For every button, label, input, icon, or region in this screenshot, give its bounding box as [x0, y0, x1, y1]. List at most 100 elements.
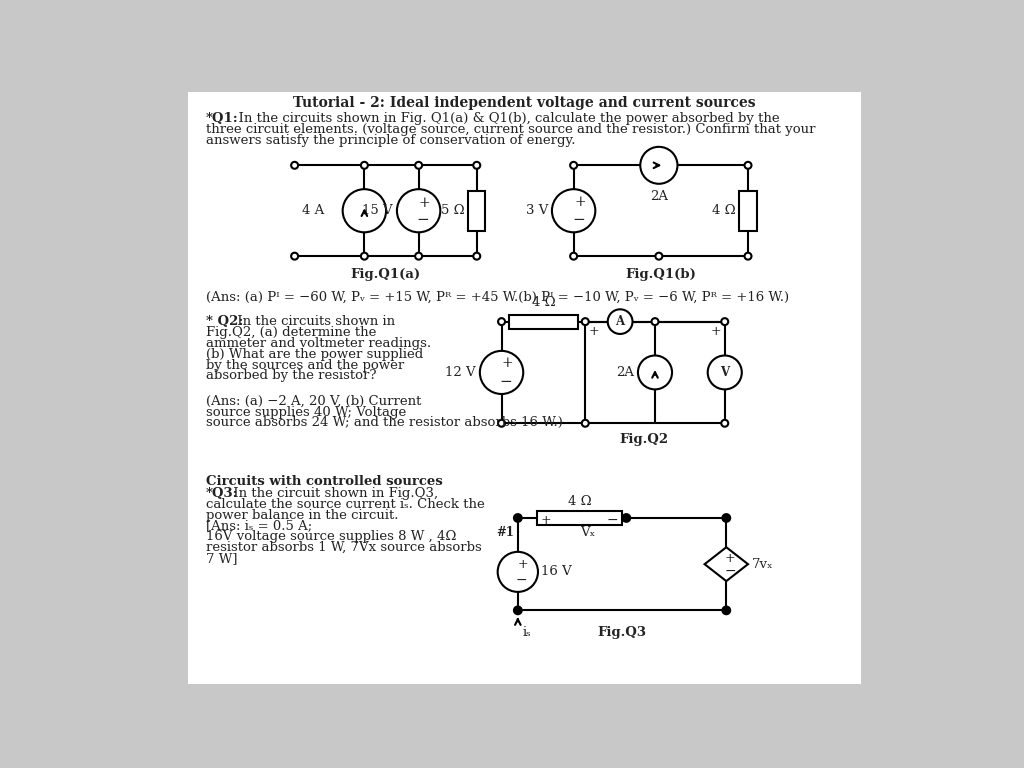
Circle shape: [708, 356, 741, 389]
Text: Fig.Q1(b): Fig.Q1(b): [626, 269, 696, 282]
Circle shape: [480, 351, 523, 394]
Text: +: +: [725, 551, 735, 564]
Text: Fig.Q2, (a) determine the: Fig.Q2, (a) determine the: [206, 326, 376, 339]
Text: +: +: [711, 325, 721, 338]
Bar: [188, 92, 861, 684]
Circle shape: [721, 318, 728, 325]
Circle shape: [570, 162, 578, 169]
Circle shape: [473, 162, 480, 169]
Text: [Ans: iₛ = 0.5 A;: [Ans: iₛ = 0.5 A;: [206, 519, 311, 532]
Text: Fig.Q1(a): Fig.Q1(a): [350, 269, 421, 282]
Circle shape: [498, 420, 505, 427]
Text: Fig.Q2: Fig.Q2: [620, 432, 669, 445]
Text: −: −: [571, 213, 585, 227]
Text: power balance in the circuit.: power balance in the circuit.: [206, 508, 398, 521]
Text: V: V: [720, 366, 729, 379]
Circle shape: [744, 253, 752, 260]
Text: source absorbs 24 W; and the resistor absorbs 16 W.): source absorbs 24 W; and the resistor ab…: [206, 416, 562, 429]
Text: −: −: [500, 375, 513, 389]
Text: three circuit elements. (voltage source, current source and the resistor.) Confi: three circuit elements. (voltage source,…: [206, 123, 815, 136]
Text: 2A: 2A: [616, 366, 634, 379]
Circle shape: [415, 162, 422, 169]
Text: −: −: [724, 564, 736, 578]
Circle shape: [514, 607, 521, 614]
Text: *Q3:: *Q3:: [206, 487, 239, 500]
Text: In the circuit shown in Fig.Q3,: In the circuit shown in Fig.Q3,: [228, 487, 438, 500]
Text: 16 V: 16 V: [541, 565, 571, 578]
Circle shape: [582, 318, 589, 325]
Circle shape: [343, 189, 386, 232]
Circle shape: [722, 514, 730, 521]
Text: +: +: [589, 325, 600, 338]
Circle shape: [623, 514, 630, 521]
Text: answers satisfy the principle of conservation of energy.: answers satisfy the principle of conserv…: [206, 134, 575, 147]
Text: +: +: [517, 558, 527, 571]
Text: 3 V: 3 V: [525, 204, 548, 217]
Text: −: −: [416, 213, 429, 227]
Circle shape: [721, 420, 728, 427]
Text: ammeter and voltmeter readings.: ammeter and voltmeter readings.: [206, 337, 431, 350]
Text: Fig.Q3: Fig.Q3: [598, 626, 646, 639]
Circle shape: [582, 420, 589, 427]
Text: 4 Ω: 4 Ω: [712, 204, 735, 217]
Text: +: +: [418, 196, 430, 210]
Text: In the circuits shown in Fig. Q1(a) & Q1(b), calculate the power absorbed by the: In the circuits shown in Fig. Q1(a) & Q1…: [230, 112, 780, 125]
Bar: [509, 315, 578, 329]
Text: #1: #1: [496, 525, 514, 538]
Text: calculate the source current iₛ. Check the: calculate the source current iₛ. Check t…: [206, 498, 484, 511]
Text: +: +: [541, 514, 552, 527]
Text: Vₓ: Vₓ: [580, 526, 595, 539]
Text: resistor absorbs 1 W, 7Vx source absorbs: resistor absorbs 1 W, 7Vx source absorbs: [206, 541, 481, 554]
Circle shape: [291, 162, 298, 169]
Text: *Q1:: *Q1:: [206, 112, 239, 125]
Text: * Q2:: * Q2:: [206, 316, 243, 329]
Text: +: +: [502, 356, 514, 370]
Circle shape: [291, 253, 298, 260]
Bar: [538, 511, 623, 525]
Circle shape: [498, 318, 505, 325]
Text: +: +: [574, 194, 586, 208]
Circle shape: [638, 356, 672, 389]
Text: 15 V: 15 V: [362, 204, 393, 217]
Bar: [739, 190, 757, 230]
Text: −: −: [607, 513, 618, 528]
Text: 16V voltage source supplies 8 W , 4Ω: 16V voltage source supplies 8 W , 4Ω: [206, 530, 456, 543]
Circle shape: [498, 552, 538, 592]
Circle shape: [570, 253, 578, 260]
Text: 12 V: 12 V: [445, 366, 476, 379]
Text: (Ans: (a) −2 A, 20 V, (b) Current: (Ans: (a) −2 A, 20 V, (b) Current: [206, 395, 421, 408]
Circle shape: [640, 147, 678, 184]
Text: 2A: 2A: [650, 190, 668, 203]
Text: A: A: [615, 315, 625, 328]
Text: Circuits with controlled sources: Circuits with controlled sources: [206, 475, 442, 488]
Circle shape: [651, 318, 658, 325]
Circle shape: [552, 189, 595, 232]
Text: 4 Ω: 4 Ω: [531, 296, 555, 310]
Text: 7 W]: 7 W]: [206, 552, 237, 564]
Text: (b) What are the power supplied: (b) What are the power supplied: [206, 348, 423, 361]
Text: 4 A: 4 A: [302, 204, 325, 217]
Text: by the sources and the power: by the sources and the power: [206, 359, 403, 372]
Circle shape: [360, 162, 368, 169]
Text: 7vₓ: 7vₓ: [752, 558, 773, 571]
Circle shape: [722, 607, 730, 614]
Text: 5 Ω: 5 Ω: [440, 204, 464, 217]
Circle shape: [514, 514, 521, 521]
Text: (Ans: (a) Pᴵ = −60 W, Pᵥ = +15 W, Pᴿ = +45 W.(b) Pᴵ = −10 W, Pᵥ = −6 W, Pᴿ = +16: (Ans: (a) Pᴵ = −60 W, Pᵥ = +15 W, Pᴿ = +…: [206, 291, 788, 304]
Circle shape: [655, 253, 663, 260]
Circle shape: [360, 253, 368, 260]
Circle shape: [744, 162, 752, 169]
Bar: [468, 190, 485, 230]
Circle shape: [473, 253, 480, 260]
Text: Tutorial - 2: Ideal independent voltage and current sources: Tutorial - 2: Ideal independent voltage …: [294, 96, 756, 110]
Circle shape: [397, 189, 440, 232]
Text: −: −: [515, 573, 526, 587]
Text: iₛ: iₛ: [522, 626, 531, 639]
Circle shape: [415, 253, 422, 260]
Text: source supplies 40 W; Voltage: source supplies 40 W; Voltage: [206, 406, 406, 419]
Text: 4 Ω: 4 Ω: [568, 495, 592, 508]
Text: In the circuits shown in: In the circuits shown in: [233, 316, 395, 329]
Circle shape: [607, 310, 633, 334]
Polygon shape: [705, 548, 748, 581]
Text: absorbed by the resistor?: absorbed by the resistor?: [206, 369, 376, 382]
